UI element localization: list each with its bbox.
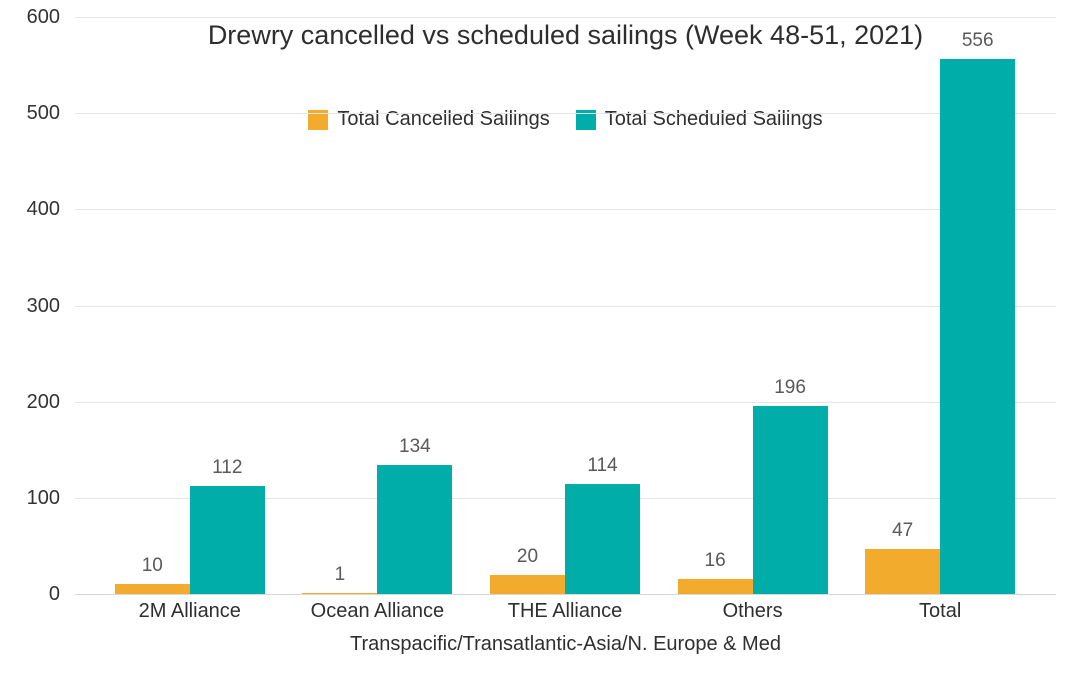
cancelled-bar: 47 (865, 520, 941, 594)
gridline-0 (75, 594, 1056, 595)
cancelled-bar: 20 (489, 546, 565, 594)
cancelled-bar: 1 (302, 564, 378, 594)
bar-value-label: 556 (961, 30, 994, 52)
bar-group: 20 114 (471, 17, 659, 594)
bar-value-label: 134 (399, 436, 431, 458)
gridline-500 (75, 113, 1056, 115)
scheduled-bar: 556 (940, 30, 1016, 594)
x-category-label: Total (919, 600, 962, 622)
y-tick-label-600: 600 (26, 6, 60, 28)
gridline-300 (75, 305, 1056, 307)
scheduled-bar: 134 (377, 436, 453, 594)
gridline-400 (75, 209, 1056, 211)
bar-group: 10 112 (96, 17, 284, 594)
y-tick-label-500: 500 (26, 102, 60, 125)
legend-swatch-cancelled-icon (308, 109, 329, 130)
gridline-600 (75, 17, 1056, 18)
chart-title: Drewry cancelled vs scheduled sailings (… (207, 20, 924, 50)
bar-value-label: 114 (587, 455, 618, 477)
scheduled-bar: 196 (752, 377, 828, 594)
y-tick-label-300: 300 (26, 294, 60, 317)
y-tick-label-400: 400 (26, 198, 60, 221)
x-category-label: Others (722, 600, 783, 622)
y-tick-label-200: 200 (26, 390, 60, 413)
x-category-label: THE Alliance (507, 600, 623, 622)
gridline-200 (75, 401, 1056, 403)
scheduled-bar: 112 (189, 457, 265, 594)
bar-value-label: 1 (334, 564, 346, 585)
legend-swatch-scheduled-icon (575, 109, 596, 130)
bar-group: 16 196 (659, 17, 847, 594)
x-axis-title: Transpacific/Transatlantic-Asia/N. Europ… (350, 633, 781, 655)
bar-value-label: 196 (774, 376, 806, 398)
cancelled-bar: 10 (114, 555, 190, 594)
x-category-label: 2M Alliance (138, 600, 241, 622)
y-tick-label-100: 100 (26, 486, 60, 509)
bar-group: 47 556 (846, 17, 1034, 594)
bar-value-label: 20 (516, 545, 539, 567)
bar-group: 1 134 (284, 17, 472, 594)
cancelled-bar: 16 (677, 550, 753, 594)
x-category-labels: 2M Alliance Ocean Alliance THE Alliance Oth… (96, 600, 1034, 623)
scheduled-bar: 114 (564, 455, 640, 594)
bar-groups: 10 112 1 134 20 114 16 196 47 556 (96, 17, 1034, 594)
x-category-label: Ocean Alliance (310, 600, 445, 622)
bar-value-label: 16 (704, 549, 726, 571)
y-tick-label-0: 0 (48, 583, 60, 605)
bar-value-label: 47 (892, 519, 914, 541)
bar-value-label: 112 (212, 457, 243, 479)
plot-area: 10 112 1 134 20 114 16 196 47 556 (75, 17, 1056, 595)
bar-value-label: 10 (141, 555, 163, 577)
